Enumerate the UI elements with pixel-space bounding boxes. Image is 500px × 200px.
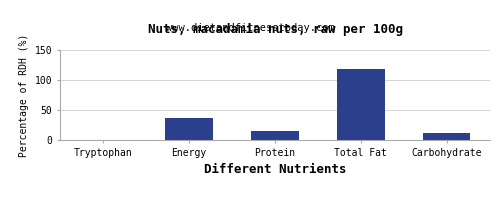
Text: www.dietandfitnesstoday.com: www.dietandfitnesstoday.com: [166, 23, 334, 33]
Bar: [166, 118, 212, 140]
Bar: [338, 69, 384, 140]
Y-axis label: Percentage of RDH (%): Percentage of RDH (%): [19, 33, 29, 157]
Bar: [423, 133, 470, 140]
Title: Nuts, macadamia nuts, raw per 100g: Nuts, macadamia nuts, raw per 100g: [148, 23, 402, 36]
Bar: [252, 131, 298, 140]
X-axis label: Different Nutrients: Different Nutrients: [204, 163, 346, 176]
